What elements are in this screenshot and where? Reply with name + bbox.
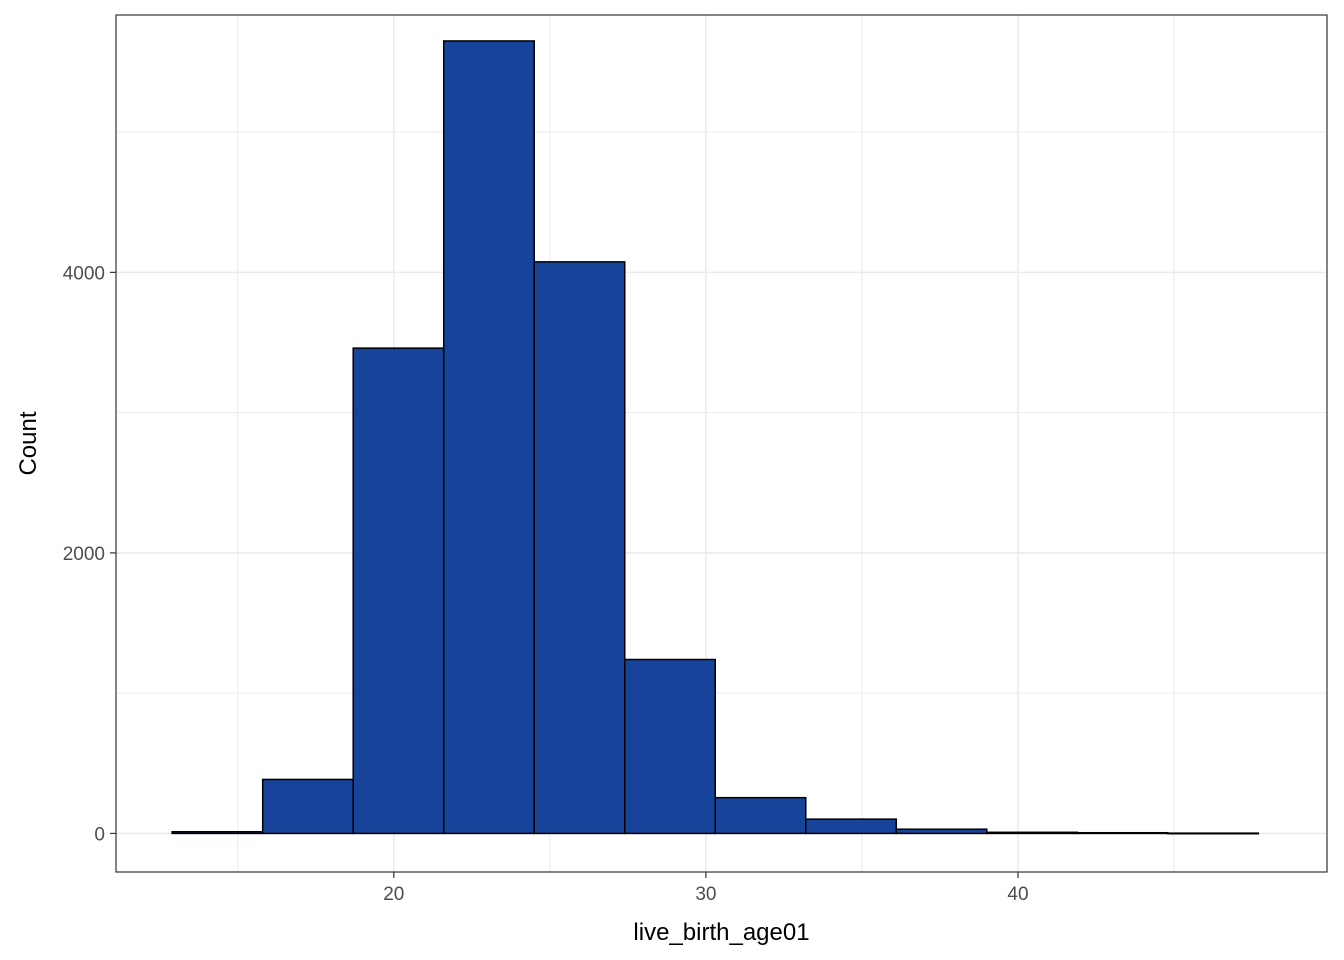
histogram-bar-8 bbox=[805, 818, 898, 835]
panel-border bbox=[115, 14, 1328, 873]
histogram-bars bbox=[171, 40, 1260, 835]
histogram-bar-10 bbox=[986, 831, 1079, 835]
histogram-bar-1 bbox=[171, 830, 264, 835]
x-axis-title: live_birth_age01 bbox=[633, 919, 809, 946]
histogram-bar-7 bbox=[714, 796, 807, 835]
histogram-bar-3 bbox=[352, 347, 445, 835]
x-axis: 20 30 40 bbox=[383, 872, 1029, 905]
histogram-bar-6 bbox=[623, 658, 717, 835]
x-tick-label: 20 bbox=[383, 884, 404, 905]
x-tick-label: 30 bbox=[695, 884, 716, 905]
y-axis-title: Count bbox=[15, 411, 42, 475]
histogram-bar-9 bbox=[895, 828, 988, 835]
histogram-bar-5 bbox=[533, 261, 626, 835]
y-tick-label: 0 bbox=[94, 824, 105, 845]
y-tick-label: 2000 bbox=[63, 544, 105, 565]
y-axis: 0 2000 4000 bbox=[63, 263, 116, 845]
x-tick-label: 40 bbox=[1007, 884, 1028, 905]
histogram-bar-11 bbox=[1076, 831, 1169, 835]
y-tick-label: 4000 bbox=[63, 263, 105, 284]
histogram-bar-4 bbox=[442, 40, 535, 835]
histogram-bar-2 bbox=[261, 778, 354, 835]
histogram-bar-12 bbox=[1167, 832, 1260, 835]
